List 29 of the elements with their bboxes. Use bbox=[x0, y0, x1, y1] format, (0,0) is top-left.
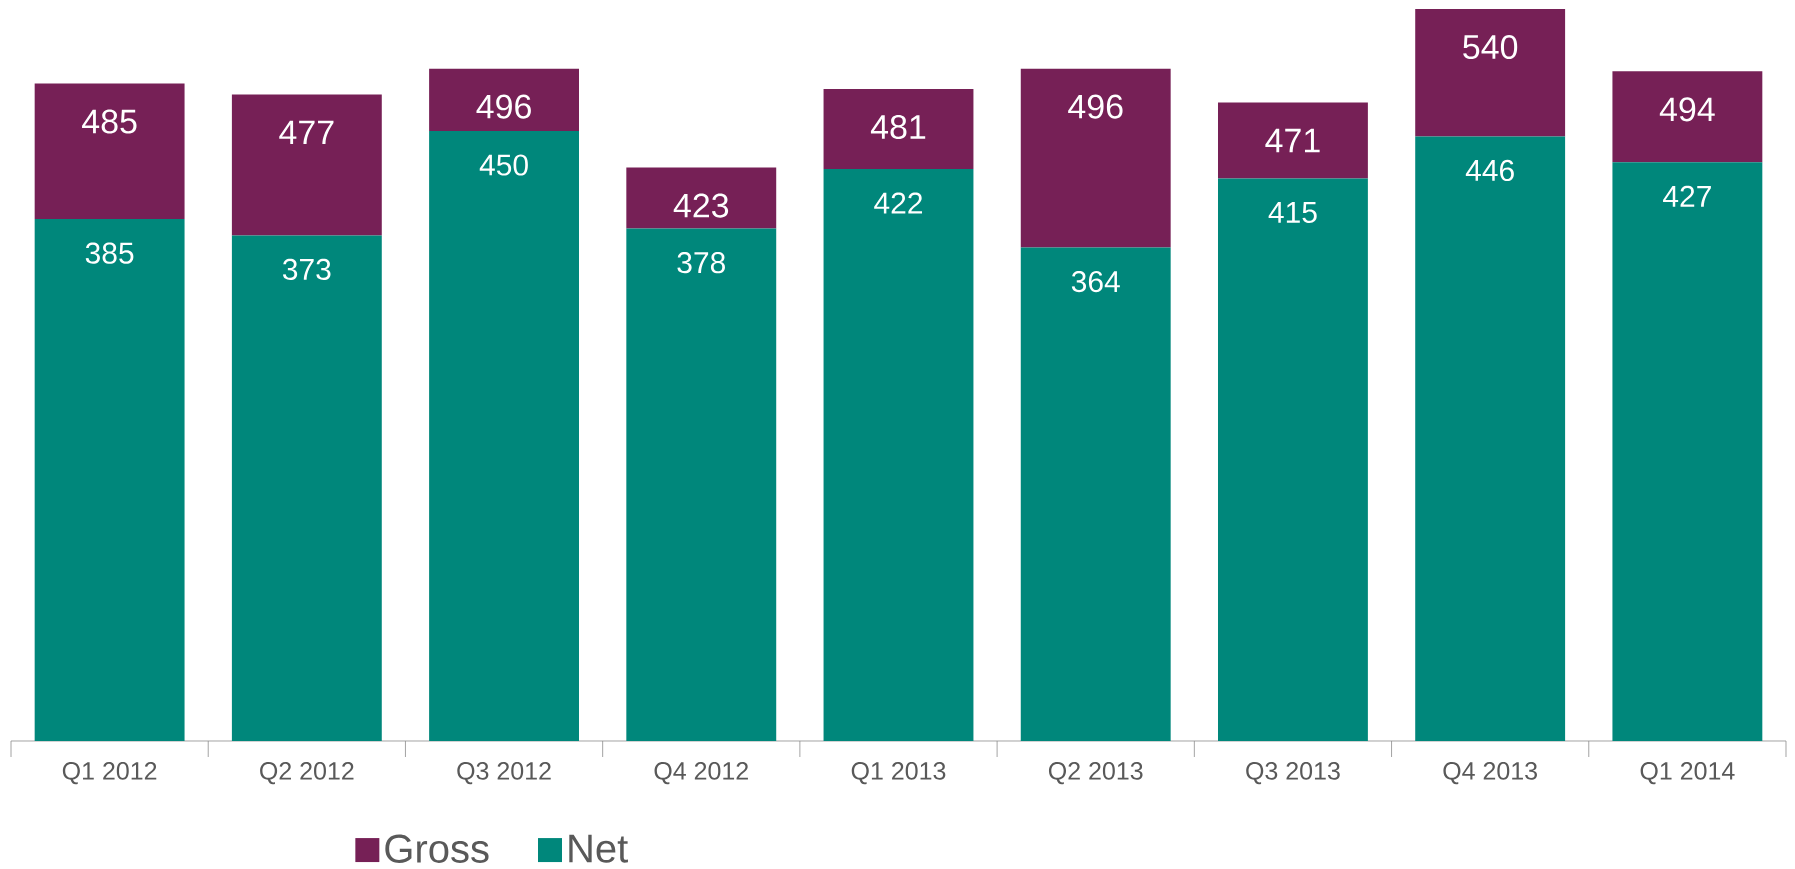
data-label: 450 bbox=[479, 154, 528, 176]
legend-label: Gross bbox=[385, 834, 489, 863]
total-label: 540 bbox=[1463, 34, 1518, 60]
total-label: 485 bbox=[82, 109, 137, 134]
data-label: 373 bbox=[282, 258, 331, 280]
total-label: 423 bbox=[673, 193, 729, 218]
legend-label: Net bbox=[569, 834, 628, 863]
total-label: 471 bbox=[1265, 128, 1320, 153]
total-label: 477 bbox=[279, 120, 334, 145]
total-label: 496 bbox=[476, 94, 531, 119]
data-label: 446 bbox=[1465, 159, 1514, 182]
total-label: 496 bbox=[1068, 94, 1123, 119]
data-label: 427 bbox=[1663, 185, 1711, 207]
x-tick-label: Q3 2013 bbox=[1246, 762, 1340, 785]
data-label: 378 bbox=[677, 251, 725, 274]
data-label: 415 bbox=[1268, 201, 1317, 223]
data-label: 385 bbox=[85, 242, 134, 264]
x-tick-label: Q4 2012 bbox=[654, 762, 748, 785]
x-tick-label: Q3 2012 bbox=[457, 762, 551, 785]
x-tick-label: Q1 2014 bbox=[1640, 762, 1735, 785]
x-tick-label: Q4 2013 bbox=[1443, 762, 1537, 785]
x-tick-label: Q2 2012 bbox=[260, 762, 354, 785]
data-label: 422 bbox=[874, 192, 923, 214]
data-label: 364 bbox=[1071, 270, 1120, 293]
x-tick-label: Q1 2013 bbox=[851, 762, 946, 785]
x-tick-label: Q1 2012 bbox=[62, 762, 157, 785]
total-label: 494 bbox=[1659, 97, 1715, 122]
total-label: 481 bbox=[870, 114, 926, 140]
x-tick-label: Q2 2013 bbox=[1048, 762, 1143, 785]
